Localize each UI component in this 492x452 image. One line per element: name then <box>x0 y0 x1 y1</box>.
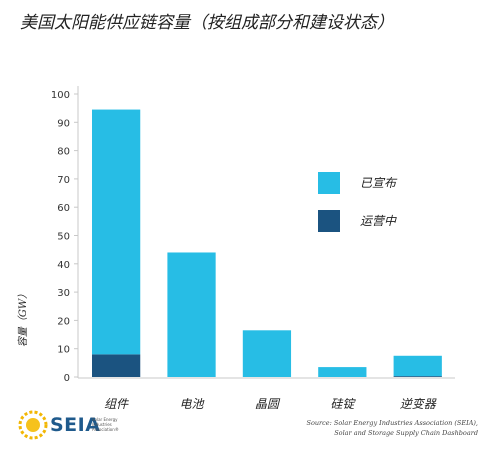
bar-segment <box>92 109 141 355</box>
legend-label: 运营中 <box>360 214 397 228</box>
bar-segment <box>242 330 292 377</box>
legend-swatch <box>318 210 340 232</box>
y-tick-label: 0 <box>64 373 70 384</box>
y-axis-label: 容量（GW） <box>17 289 29 347</box>
bars <box>92 109 442 377</box>
y-tick-label: 50 <box>57 232 70 243</box>
y-tick-label: 20 <box>57 316 70 327</box>
y-tick-label: 60 <box>57 203 70 214</box>
bar-segment <box>318 367 367 377</box>
chart-title: 美国太阳能供应链容量（按组成部分和建设状态） <box>20 13 394 33</box>
bar-segment <box>167 252 216 377</box>
bar-segment <box>393 355 442 377</box>
x-tick-label: 硅锭 <box>330 397 356 411</box>
legend-swatch <box>318 172 340 194</box>
y-tick-label: 30 <box>57 288 70 299</box>
bar-segment <box>393 376 442 377</box>
y-tick-label: 40 <box>57 260 70 271</box>
y-axis-ticks: 0 10 20 30 40 50 60 70 80 90 100 <box>51 90 78 384</box>
logo-subtitle-line: Solar Energy <box>92 417 118 422</box>
y-tick-label: 80 <box>57 147 70 158</box>
source-line: Source: Solar Energy Industries Associat… <box>306 419 479 427</box>
logo-subtitle-line: Association® <box>92 427 119 432</box>
x-tick-label: 电池 <box>180 397 205 411</box>
logo-subtitle-line: Industries <box>92 422 112 427</box>
x-axis-labels: 组件 电池 晶圆 硅锭 逆变器 <box>104 397 437 411</box>
sun-logo-icon <box>18 410 48 440</box>
y-tick-label: 90 <box>57 118 70 129</box>
logo-wordmark: SEIA <box>50 414 101 436</box>
y-tick-label: 100 <box>51 90 70 101</box>
y-tick-label: 70 <box>57 175 70 186</box>
x-tick-label: 组件 <box>104 397 129 411</box>
seia-logo: SEIA Solar Energy Industries Association… <box>14 408 124 444</box>
legend-label: 已宣布 <box>360 176 398 190</box>
x-tick-label: 晶圆 <box>255 397 281 411</box>
source-line: Solar and Storage Supply Chain Dashboard <box>334 429 478 437</box>
logo-subtitle: Solar Energy Industries Association® <box>92 417 132 432</box>
y-tick-label: 10 <box>57 345 70 356</box>
bar-segment <box>92 354 141 377</box>
source-note: Source: Solar Energy Industries Associat… <box>238 418 479 438</box>
x-tick-label: 逆变器 <box>400 397 437 411</box>
